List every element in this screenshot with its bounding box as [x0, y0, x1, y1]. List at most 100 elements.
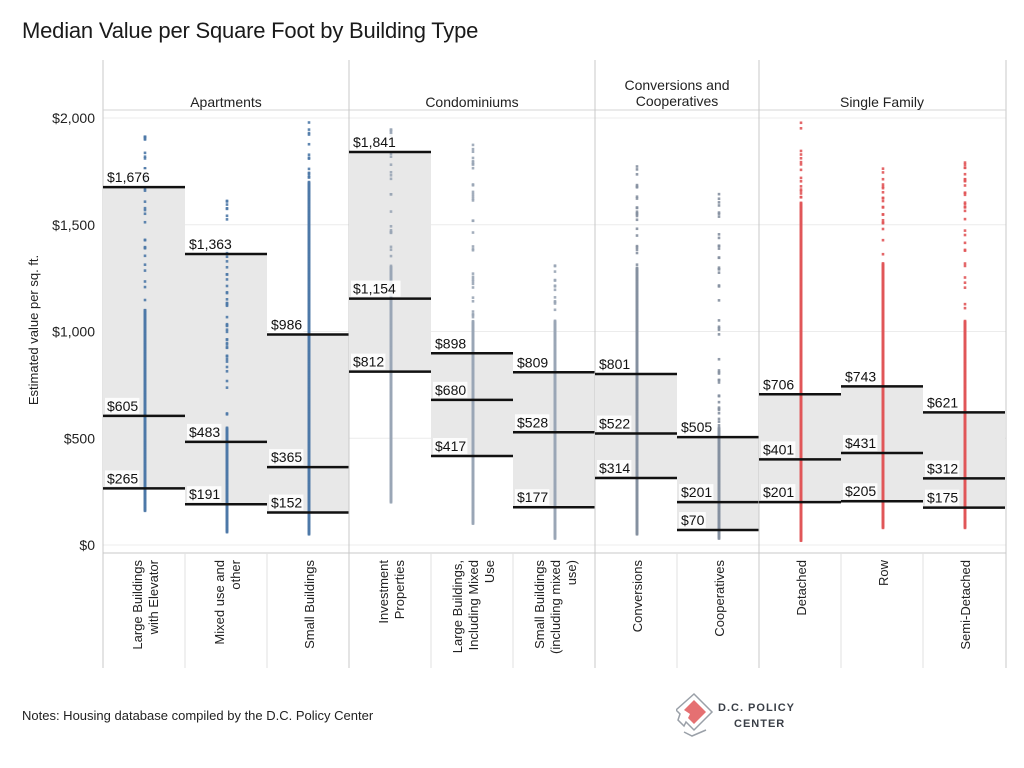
data-point [717, 266, 721, 269]
data-point [881, 167, 885, 170]
value-label: $401 [763, 441, 794, 457]
data-point [471, 163, 475, 166]
value-label: $1,676 [107, 169, 150, 185]
value-label-bg [597, 459, 632, 476]
data-point [717, 201, 721, 204]
data-point [717, 394, 721, 398]
data-point [143, 187, 147, 191]
value-label: $528 [517, 414, 548, 430]
data-point [717, 424, 721, 427]
data-point [717, 319, 721, 322]
value-label: $605 [107, 398, 138, 414]
value-label: $314 [599, 460, 630, 476]
data-point [635, 168, 639, 171]
data-point [799, 189, 803, 193]
value-label-bg [187, 486, 222, 503]
data-point [225, 304, 229, 308]
data-point [963, 262, 967, 265]
data-point [389, 170, 393, 174]
data-point [143, 220, 147, 224]
data-point [225, 291, 229, 294]
data-point [225, 357, 229, 361]
value-label: $1,154 [353, 281, 396, 297]
data-point [717, 236, 721, 240]
data-point [717, 426, 721, 430]
data-point [799, 153, 803, 156]
group-header: Condominiums [425, 94, 518, 110]
group-header: Cooperatives [636, 93, 719, 109]
data-point [307, 172, 311, 175]
data-point [143, 189, 147, 192]
data-point [881, 186, 885, 190]
data-point [225, 315, 229, 319]
data-point [963, 264, 967, 268]
data-point [799, 160, 803, 164]
data-point [553, 279, 557, 282]
data-point [881, 262, 885, 265]
data-point [717, 256, 721, 259]
data-point [717, 381, 721, 384]
value-label-bg [105, 470, 140, 487]
data-point [881, 206, 885, 209]
data-point [471, 282, 475, 286]
data-point [307, 153, 311, 157]
value-label: $801 [599, 356, 630, 372]
data-point [881, 238, 885, 242]
value-label-bg [761, 484, 796, 501]
value-label-bg [351, 353, 386, 370]
data-point [963, 163, 967, 166]
data-point [307, 142, 311, 146]
data-point [143, 135, 147, 139]
data-point [225, 346, 229, 350]
data-point [963, 248, 967, 252]
value-label: $152 [271, 495, 302, 511]
category-label: Mixed use and [212, 560, 227, 645]
data-point [963, 233, 967, 237]
data-point [225, 284, 229, 288]
data-point [717, 357, 721, 361]
group-header: Single Family [840, 94, 924, 110]
category-label: Detached [794, 560, 809, 616]
data-point [635, 244, 639, 248]
data-point [635, 206, 639, 209]
data-point [143, 269, 147, 272]
data-point [799, 192, 803, 195]
data-point [471, 310, 475, 313]
value-label: $706 [763, 376, 794, 392]
data-point [389, 163, 393, 166]
data-point [799, 201, 803, 205]
data-point [225, 218, 229, 221]
data-point [471, 190, 475, 194]
value-label: $265 [107, 470, 138, 486]
y-tick-label: $1,000 [52, 324, 95, 340]
data-point [553, 296, 557, 299]
value-label: $417 [435, 438, 466, 454]
value-label-bg [761, 441, 796, 458]
value-label: $1,841 [353, 134, 396, 150]
data-point [799, 149, 803, 153]
value-label-bg [679, 484, 714, 501]
data-point [881, 199, 885, 203]
data-point [143, 155, 147, 158]
value-label: $483 [189, 424, 220, 440]
data-point [225, 379, 229, 383]
value-label: $743 [845, 368, 876, 384]
data-point [635, 185, 639, 189]
logo-text-line2: CENTER [734, 718, 786, 730]
data-point [963, 201, 967, 204]
data-point [635, 248, 639, 252]
data-point [225, 338, 229, 341]
value-label: $621 [927, 394, 958, 410]
group-header: Conversions and [624, 77, 729, 93]
value-label: $898 [435, 335, 466, 351]
category-label: Semi-Detached [958, 560, 973, 650]
data-point [389, 229, 393, 232]
data-point [635, 218, 639, 222]
data-point [717, 378, 721, 382]
value-label-bg [679, 419, 714, 436]
value-label-bg [269, 494, 304, 511]
data-point [471, 280, 475, 283]
data-point [881, 221, 885, 225]
data-point [717, 369, 721, 372]
data-point [717, 192, 721, 196]
